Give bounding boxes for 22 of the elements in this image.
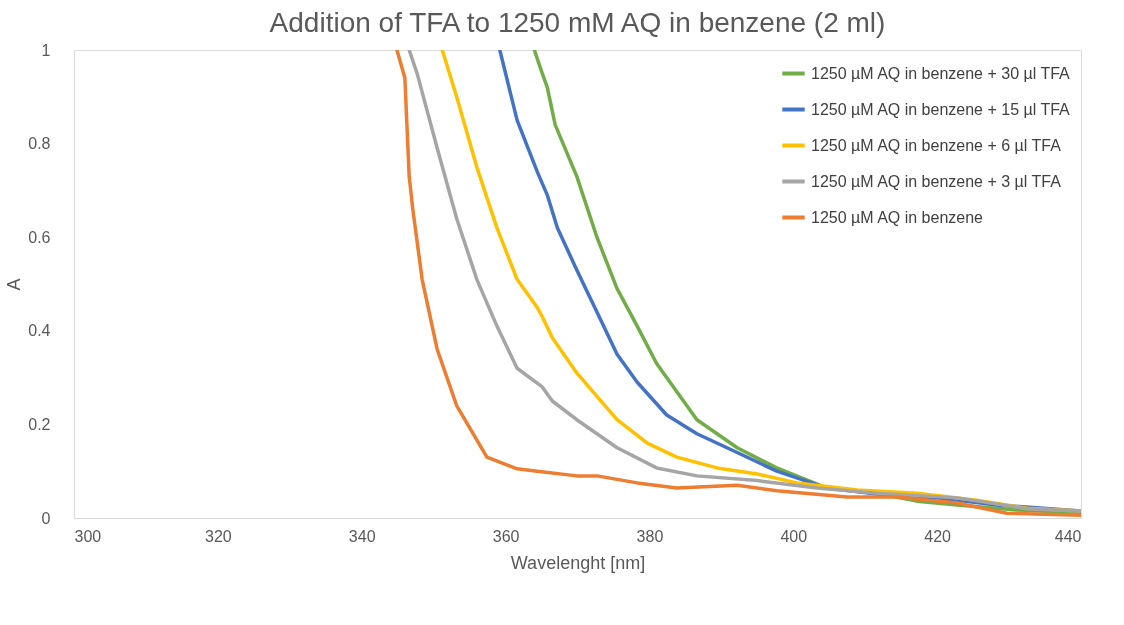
legend-label: 1250 µM AQ in benzene xyxy=(811,208,984,226)
y-tick-label: 0.8 xyxy=(28,135,51,153)
x-tick-label: 420 xyxy=(924,527,952,545)
x-tick-label: 380 xyxy=(636,527,664,545)
x-tick-label: 440 xyxy=(1054,527,1082,545)
x-axis-title: Wavelenght [nm] xyxy=(510,552,646,573)
y-axis-title: A xyxy=(4,278,25,291)
x-tick-label: 300 xyxy=(74,527,102,545)
legend-label: 1250 µM AQ in benzene + 15 µl TFA xyxy=(811,100,1071,118)
y-tick-label: 0.6 xyxy=(28,228,51,246)
x-tick-label: 360 xyxy=(492,527,520,545)
legend-label: 1250 µM AQ in benzene + 30 µl TFA xyxy=(811,64,1071,82)
x-tick-label: 340 xyxy=(348,527,376,545)
legend-label: 1250 µM AQ in benzene + 3 µl TFA xyxy=(811,172,1062,190)
x-tick-label: 320 xyxy=(205,527,232,545)
x-tick-label: 400 xyxy=(780,527,808,545)
y-tick-label: 0.4 xyxy=(28,322,51,340)
y-tick-label: 0 xyxy=(41,509,51,527)
y-tick-label: 0.2 xyxy=(28,415,51,433)
legend-label: 1250 µM AQ in benzene + 6 µl TFA xyxy=(811,136,1062,154)
y-tick-label: 1 xyxy=(41,41,51,59)
chart-title: Addition of TFA to 1250 mM AQ in benzene (2 ml) xyxy=(269,7,886,38)
